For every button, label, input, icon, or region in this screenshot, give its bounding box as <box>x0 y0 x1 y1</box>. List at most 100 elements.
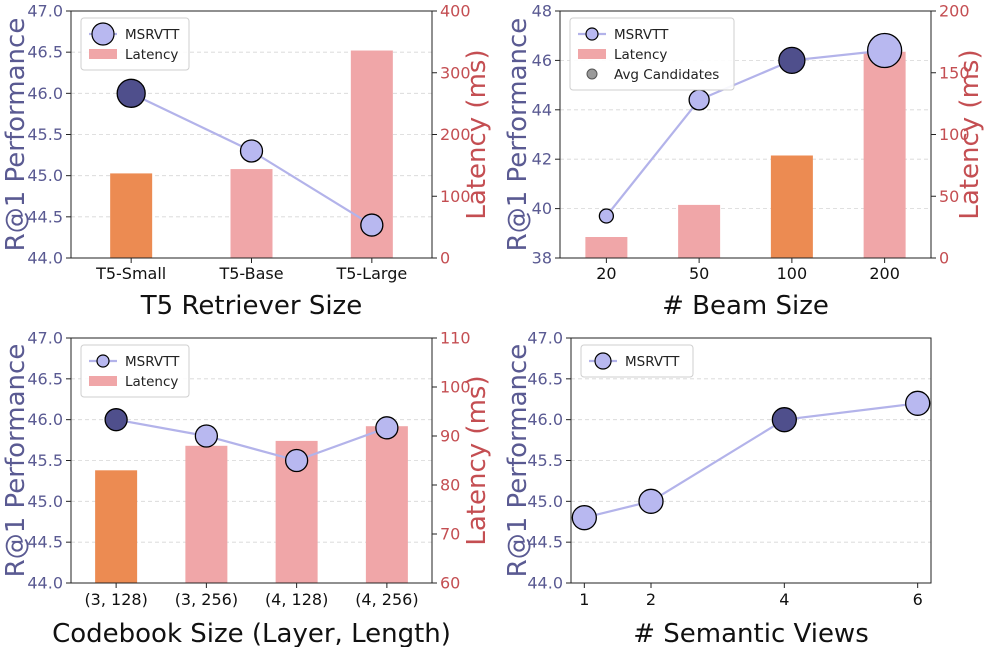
msrvtt-point <box>866 32 903 69</box>
msrvtt-point <box>284 448 309 473</box>
left-tick-label: 46.5 <box>27 369 63 388</box>
y-axis-label-right: Latency (ms) <box>462 49 492 219</box>
left-tick-label: 40 <box>532 199 552 218</box>
legend-marker-swatch <box>594 352 612 370</box>
latency-bar <box>110 173 153 258</box>
x-tick-label: T5-Large <box>335 264 407 283</box>
msrvtt-point <box>239 139 264 163</box>
legend-bar-swatch <box>89 376 117 386</box>
chart-panel-2: 38 40 42 44 46 48 0 50 100 150 200 20 50 100 200 R@1 Pe… <box>503 2 985 322</box>
left-tick-label: 46.5 <box>527 369 563 388</box>
legend-marker-swatch <box>96 354 110 368</box>
left-tick-label: 46.0 <box>27 84 63 103</box>
left-tick-label: 45.0 <box>27 166 63 185</box>
msrvtt-line <box>115 418 388 462</box>
x-tick-label: (4, 128) <box>265 590 328 609</box>
chart-panel-4: 44.0 44.5 45.0 45.5 46.0 46.5 47.0 1 2 4 6 R@1 Perf… <box>503 329 932 647</box>
left-tick-label: 44.5 <box>27 533 63 552</box>
right-tick-label: 400 <box>440 2 471 21</box>
right-tick-label: 100 <box>440 187 471 206</box>
msrvtt-point <box>771 407 797 433</box>
legend: MSRVTT <box>580 344 694 378</box>
x-tick-label: T5-Base <box>218 264 283 283</box>
msrvtt-line <box>605 49 885 217</box>
right-tick-label: 100 <box>939 125 970 144</box>
latency-bar <box>678 204 721 258</box>
x-tick-label: 20 <box>596 264 616 283</box>
x-tick-label: (3, 128) <box>84 590 147 609</box>
msrvtt-point <box>778 46 806 75</box>
latency-bar <box>585 237 628 258</box>
legend-box <box>580 344 694 378</box>
chart-panel-3: 44.0 44.5 45.0 45.5 46.0 46.5 47.0 60 70 80 90 100 1… <box>1 329 492 647</box>
y-axis-label-left: R@1 Performance <box>503 344 533 578</box>
x-tick-label: (3, 256) <box>175 590 238 609</box>
x-tick-label: 4 <box>779 590 789 609</box>
right-tick-label: 300 <box>440 63 471 82</box>
x-tick-label: 100 <box>777 264 808 283</box>
x-tick-label: 6 <box>913 590 923 609</box>
y-axis-label-right: Latency (ms) <box>462 375 492 545</box>
latency-bar <box>230 169 273 258</box>
left-tick-label: 48 <box>532 2 552 21</box>
right-tick-label: 60 <box>440 574 460 593</box>
right-tick-label: 200 <box>440 125 471 144</box>
left-tick-label: 44.0 <box>27 574 63 593</box>
left-tick-label: 42 <box>532 150 552 169</box>
x-tick-label: T5-Small <box>95 264 166 283</box>
legend-label: MSRVTT <box>614 27 669 43</box>
legend-label: Latency <box>125 47 178 63</box>
latency-bar <box>365 426 408 583</box>
msrvtt-point <box>194 424 219 448</box>
latency-bar <box>95 470 138 583</box>
right-tick-label: 70 <box>440 525 460 544</box>
left-tick-label: 44.5 <box>27 207 63 226</box>
left-tick-label: 44.5 <box>527 533 563 552</box>
msrvtt-point <box>104 408 128 432</box>
left-tick-label: 45.5 <box>527 451 563 470</box>
right-tick-label: 0 <box>939 249 949 268</box>
y-axis-label-right: Latency (ms) <box>955 49 985 219</box>
left-tick-label: 47.0 <box>27 329 63 348</box>
msrvtt-point <box>571 505 597 531</box>
right-tick-label: 90 <box>440 427 460 446</box>
x-tick-label: 2 <box>646 590 656 609</box>
msrvtt-point <box>688 89 710 111</box>
left-tick-label: 46.0 <box>527 410 563 429</box>
legend-bar-swatch <box>89 49 117 59</box>
msrvtt-point <box>598 208 615 224</box>
right-tick-label: 100 <box>440 378 471 397</box>
left-tick-label: 44.0 <box>527 574 563 593</box>
legend: MSRVTT Latency <box>80 344 190 398</box>
right-tick-label: 50 <box>939 187 959 206</box>
left-tick-label: 44.0 <box>27 249 63 268</box>
left-tick-label: 44 <box>532 100 552 119</box>
latency-bar <box>770 155 813 258</box>
left-tick-label: 46.5 <box>27 43 63 62</box>
latency-bar <box>185 445 228 583</box>
legend-label: MSRVTT <box>625 354 680 370</box>
legend-marker-swatch <box>585 27 599 41</box>
x-axis-label: T5 Retriever Size <box>140 291 362 321</box>
x-axis-label: # Beam Size <box>662 291 829 321</box>
legend-label: MSRVTT <box>125 27 180 43</box>
legend: MSRVTT Latency Avg Candidates <box>569 17 735 91</box>
left-tick-label: 38 <box>532 249 552 268</box>
msrvtt-point <box>116 78 146 108</box>
legend-label: Avg Candidates <box>614 67 719 83</box>
legend-size-swatch <box>586 68 598 80</box>
legend: MSRVTT Latency <box>80 17 190 71</box>
msrvtt-point <box>638 488 664 514</box>
x-axis-label: Codebook Size (Layer, Length) <box>52 619 451 647</box>
right-tick-label: 110 <box>440 329 471 348</box>
msrvtt-line <box>584 402 918 519</box>
latency-bar <box>863 51 906 258</box>
left-tick-label: 45.0 <box>527 492 563 511</box>
left-tick-label: 45.0 <box>27 492 63 511</box>
y-axis-label-left: R@1 Performance <box>1 344 31 578</box>
legend-bar-swatch <box>578 49 606 59</box>
y-axis-label-left: R@1 Performance <box>503 18 533 252</box>
x-axis-label: # Semantic Views <box>633 619 869 647</box>
msrvtt-point <box>375 416 399 440</box>
